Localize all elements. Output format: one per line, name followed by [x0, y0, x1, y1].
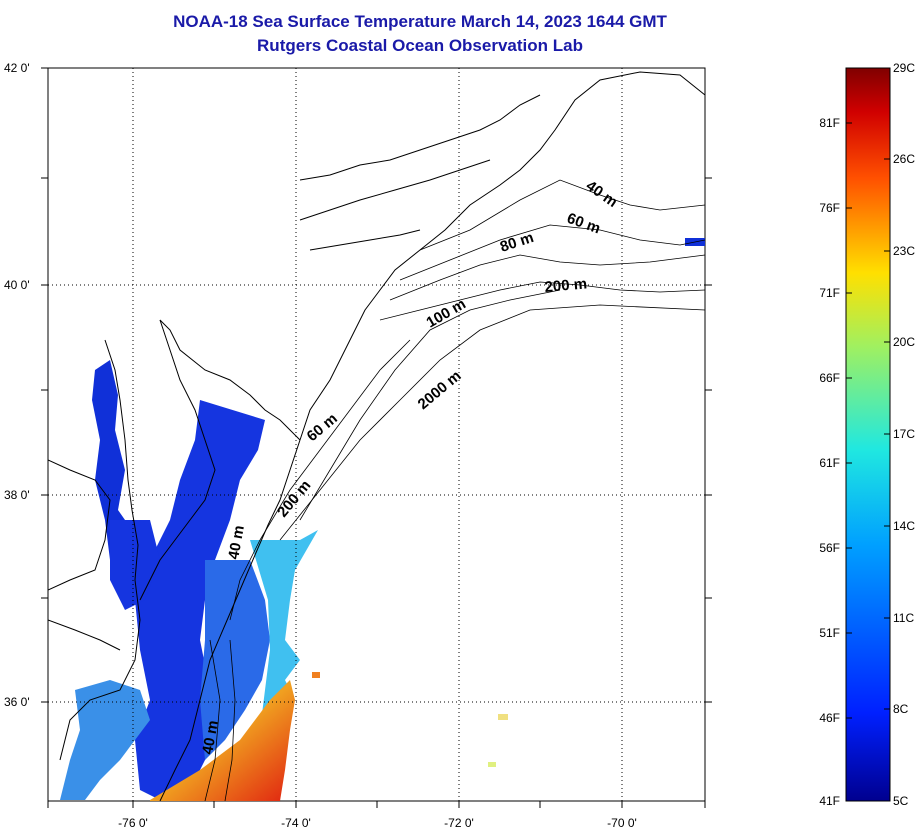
- colorbar-c-8: 8C: [893, 702, 909, 716]
- contour-80m: [389, 254, 705, 301]
- contour-label-200m: 200 m: [544, 275, 588, 296]
- map-title: NOAA-18 Sea Surface Temperature March 14…: [173, 12, 667, 31]
- sst-sound-blue: [60, 680, 150, 800]
- lon-label-72: -72 0': [444, 816, 474, 830]
- lon-label-74: -74 0': [281, 816, 311, 830]
- sst-coverage: [60, 238, 705, 801]
- sst-speck-3: [488, 762, 496, 767]
- sst-speck-4: [312, 672, 320, 678]
- colorbar-c-20: 20C: [893, 335, 915, 349]
- contour-2000m: [279, 304, 705, 541]
- lon-label-70: -70 0': [607, 816, 637, 830]
- colorbar: 81F 76F 71F 66F 61F 56F 51F 46F 41F 29C …: [819, 61, 915, 808]
- lat-label-42: 42 0': [4, 61, 30, 75]
- contour-100m-diag: [299, 289, 561, 521]
- colorbar-f-66: 66F: [819, 371, 840, 385]
- colorbar-c-5: 5C: [893, 794, 909, 808]
- sst-lower-bay: [110, 520, 160, 610]
- colorbar-f-61: 61F: [819, 456, 840, 470]
- colorbar-f-41: 41F: [819, 794, 840, 808]
- colorbar-c-17: 17C: [893, 427, 915, 441]
- bathymetry-contours: [204, 179, 705, 801]
- map-subtitle: Rutgers Coastal Ocean Observation Lab: [257, 36, 583, 55]
- contour-60m: [399, 224, 705, 281]
- colorbar-ticks: [846, 122, 890, 719]
- sst-gulfstream: [150, 680, 295, 801]
- lon-label-76: -76 0': [118, 816, 148, 830]
- axis-ticks: [41, 67, 712, 808]
- contour-200m: [379, 281, 705, 321]
- colorbar-c-26: 26C: [893, 152, 915, 166]
- sst-warm-edge: [220, 530, 318, 800]
- colorbar-c-29: 29C: [893, 61, 915, 75]
- contour-label-40m-mid: 40 m: [225, 524, 248, 561]
- contour-label-40m-south: 40 m: [199, 719, 222, 756]
- colorbar-f-81: 81F: [819, 116, 840, 130]
- colorbar-c-23: 23C: [893, 244, 915, 258]
- sst-speck-2: [498, 714, 508, 720]
- contour-200m-south: [229, 339, 411, 621]
- lat-label-40: 40 0': [4, 278, 30, 292]
- colorbar-c-11: 11C: [893, 611, 914, 625]
- lat-label-38: 38 0': [4, 488, 30, 502]
- colorbar-c-14: 14C: [893, 519, 915, 533]
- colorbar-gradient: [845, 67, 891, 802]
- colorbar-f-71: 71F: [819, 286, 840, 300]
- colorbar-f-56: 56F: [819, 541, 840, 555]
- colorbar-f-76: 76F: [819, 201, 840, 215]
- map-frame: [47, 67, 706, 802]
- graticule: [48, 68, 705, 801]
- lat-label-36: 36 0': [4, 695, 30, 709]
- colorbar-f-46: 46F: [819, 711, 840, 725]
- contour-inner-2: [224, 639, 236, 801]
- contour-inner: [204, 639, 221, 801]
- sst-shelf-cold: [135, 400, 265, 800]
- sst-shelf-mid: [200, 560, 270, 760]
- contour-40m: [419, 179, 705, 251]
- coastline: [48, 71, 705, 801]
- colorbar-f-51: 51F: [819, 626, 840, 640]
